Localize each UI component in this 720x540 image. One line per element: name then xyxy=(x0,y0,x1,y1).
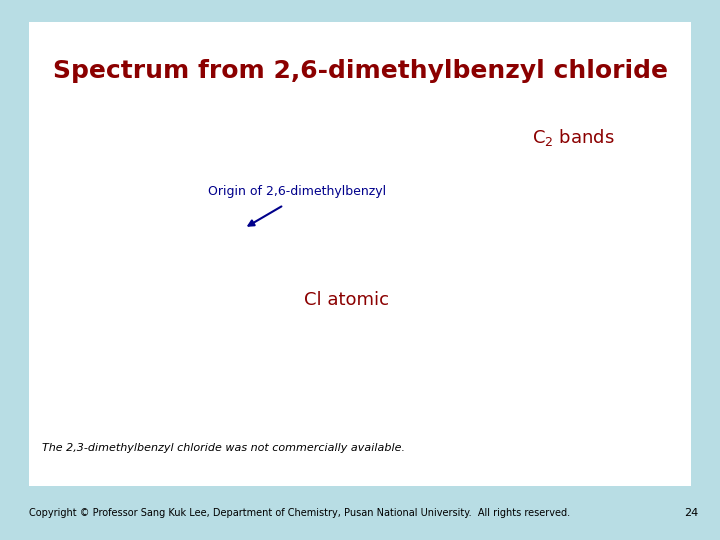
Text: Spectrum from 2,6-dimethylbenzyl chloride: Spectrum from 2,6-dimethylbenzyl chlorid… xyxy=(53,59,667,83)
Text: 24: 24 xyxy=(684,508,698,518)
Text: Origin of 2,6-dimethylbenzyl: Origin of 2,6-dimethylbenzyl xyxy=(207,185,386,198)
Text: The 2,3-dimethylbenzyl chloride was not commercially available.: The 2,3-dimethylbenzyl chloride was not … xyxy=(42,443,405,454)
Text: C$_2$ bands: C$_2$ bands xyxy=(532,127,615,148)
Text: Copyright © Professor Sang Kuk Lee, Department of Chemistry, Pusan National Univ: Copyright © Professor Sang Kuk Lee, Depa… xyxy=(29,508,570,518)
Text: Cl atomic: Cl atomic xyxy=(305,291,390,309)
